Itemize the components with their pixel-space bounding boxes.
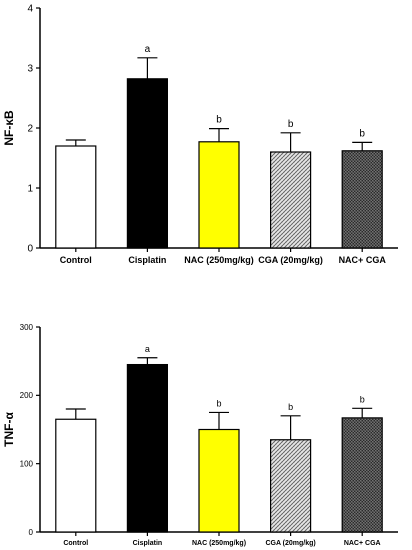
nfkb-y-tick-label: 4 bbox=[27, 4, 33, 15]
tnfa-y-tick-label: 100 bbox=[20, 459, 34, 468]
tnfa-y-tick-label: 300 bbox=[20, 323, 34, 332]
tnfa-significance-label: b bbox=[288, 402, 293, 412]
nfkb-y-tick-label: 3 bbox=[27, 64, 33, 75]
nfkb-y-tick-label: 0 bbox=[27, 244, 33, 255]
tnfa-category-label: Cisplatin bbox=[133, 540, 163, 547]
nfkb-category-label: CGA (20mg/kg) bbox=[258, 255, 323, 265]
tnfa-bar-1 bbox=[126, 363, 169, 533]
nfkb-y-tick-label: 1 bbox=[27, 184, 33, 195]
nfkb-significance-label: b bbox=[288, 119, 294, 130]
tnfa-chart: 0 100 200 300 TNF-α Control a Cisplatin b NAC (25… bbox=[2, 323, 398, 547]
tnfa-category-label: Control bbox=[63, 540, 88, 547]
nfkb-significance-label: a bbox=[145, 44, 151, 55]
nfkb-significance-label: b bbox=[216, 115, 222, 126]
tnfa-significance-label: b bbox=[360, 394, 365, 404]
tnfa-significance-label: a bbox=[145, 344, 150, 354]
nfkb-category-label: NAC (250mg/kg) bbox=[184, 255, 254, 265]
nfkb-category-label: Control bbox=[60, 255, 92, 265]
nfkb-category-label: Cisplatin bbox=[128, 255, 166, 265]
nfkb-chart: 0 1 2 3 4 NF-κB Control a Cisplatin b NAC (250mg/k… bbox=[2, 4, 398, 265]
tnfa-bar-2 bbox=[198, 428, 240, 533]
tnfa-y-axis-title: TNF-α bbox=[2, 412, 16, 447]
nfkb-y-axis-title: NF-κB bbox=[2, 110, 16, 146]
tnfa-y-tick-label: 200 bbox=[20, 391, 34, 400]
nfkb-significance-label: b bbox=[359, 128, 365, 139]
tnfa-category-label: NAC+ CGA bbox=[344, 540, 381, 547]
tnfa-category-label: NAC (250mg/kg) bbox=[192, 540, 246, 547]
nfkb-bar-2 bbox=[198, 141, 240, 249]
nfkb-bar-0 bbox=[55, 145, 97, 249]
tnfa-bar-0 bbox=[55, 418, 97, 533]
nfkb-bar-1 bbox=[126, 78, 169, 249]
nfkb-category-label: NAC+ CGA bbox=[339, 255, 387, 265]
tnfa-y-tick-label: 0 bbox=[29, 528, 34, 537]
nfkb-bar-4 bbox=[341, 150, 383, 249]
nfkb-y-tick-label: 2 bbox=[27, 124, 33, 135]
tnfa-category-label: CGA (20mg/kg) bbox=[265, 540, 315, 547]
tnfa-bar-3 bbox=[270, 439, 312, 533]
nfkb-bar-3 bbox=[270, 151, 312, 249]
tnfa-significance-label: b bbox=[216, 398, 221, 408]
tnfa-bar-4 bbox=[341, 417, 383, 533]
